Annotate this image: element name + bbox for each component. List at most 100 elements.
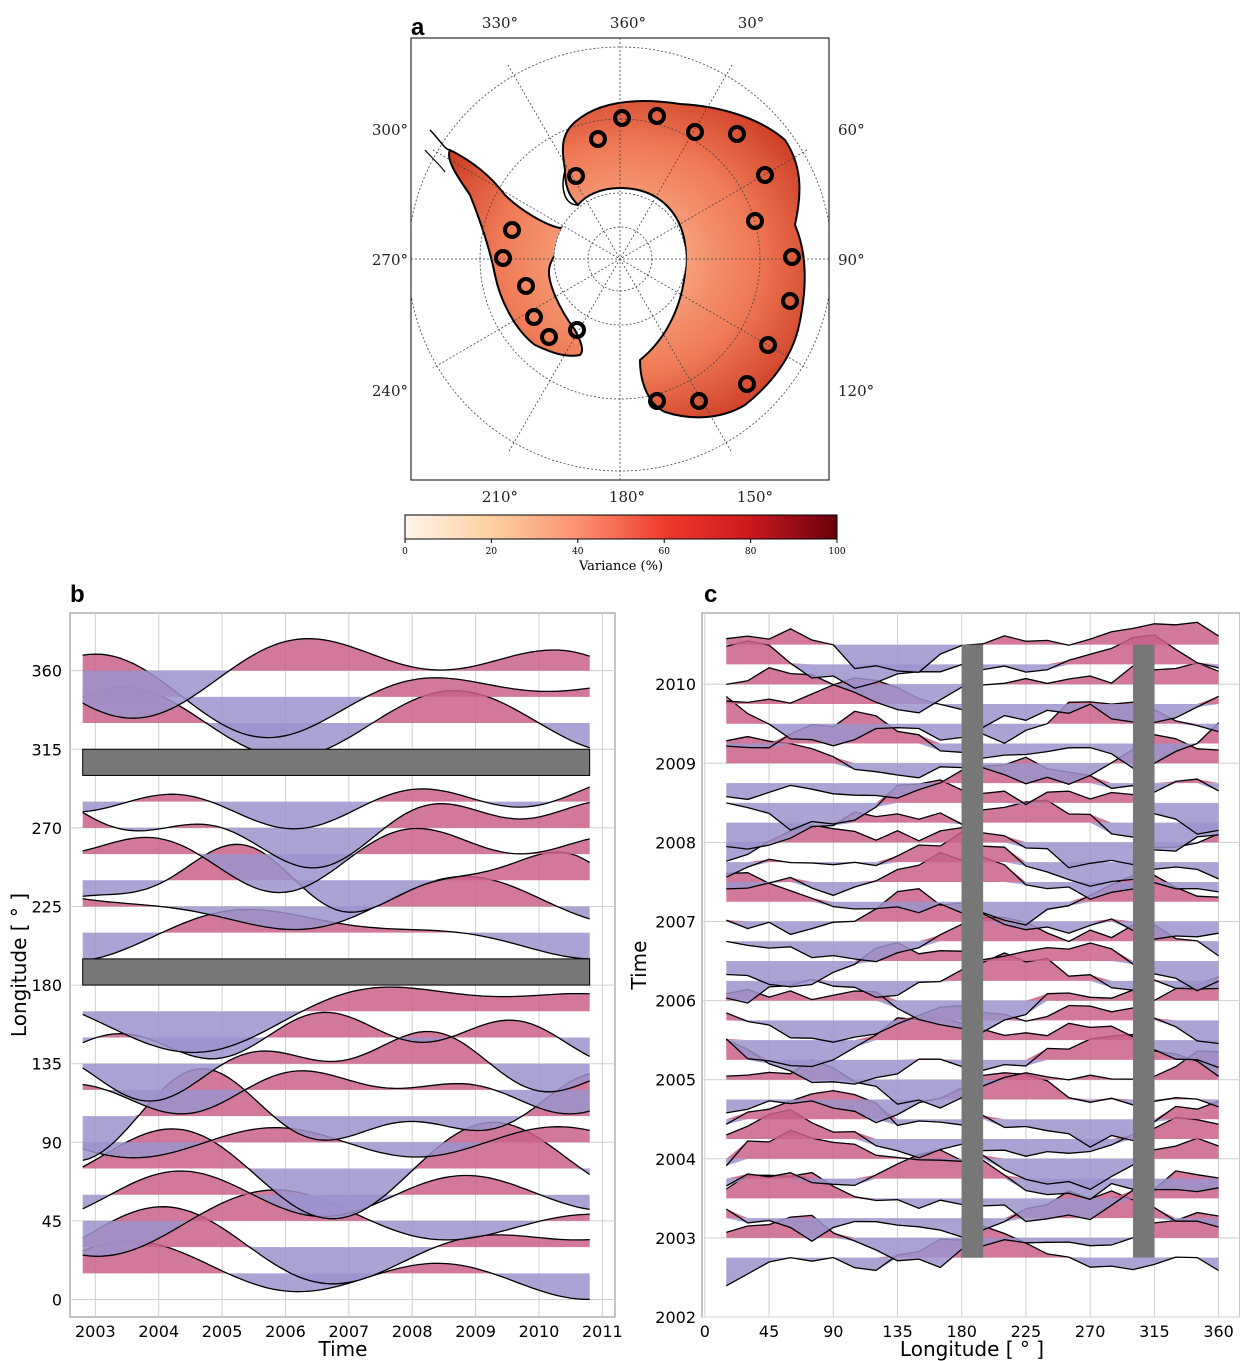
negative-anomaly-area [82,827,590,868]
negative-anomaly-area [726,1158,1219,1190]
negative-anomaly-area [726,822,1219,852]
tick-label-y: 315 [31,740,62,759]
tick-label-x: 2006 [265,1322,306,1341]
negative-anomaly-area [82,1220,590,1257]
tick-label-x: 2005 [202,1322,243,1341]
colorbar [404,514,838,540]
positive-anomaly-area [82,987,590,1012]
negative-anomaly-area [726,842,1219,868]
site-marker [613,109,631,127]
panel-b-letter: b [70,581,85,608]
lon-label-360: 360° [610,14,646,32]
negative-anomaly-area [82,932,590,961]
negative-anomaly-area [726,862,1219,887]
negative-anomaly-area [726,921,1219,940]
negative-anomaly-area [82,880,590,913]
tick-label-y: 2002 [655,1308,696,1327]
tick-label-y: 90 [42,1133,62,1152]
tick-label-x: 135 [882,1322,913,1341]
negative-anomaly-area [82,801,590,829]
tick-label-x: 270 [1075,1322,1106,1341]
positive-anomaly-area [82,1031,590,1064]
site-marker [525,308,543,326]
tick-label-x: 2011 [582,1322,623,1341]
lon-label-240: 240° [372,382,408,400]
anomaly-curve [82,1240,590,1301]
tick-label-x: 360 [1203,1322,1234,1341]
anomaly-curve [82,986,590,1054]
negative-anomaly-area [82,723,590,758]
tick-label-y: 135 [31,1055,62,1074]
data-gap-band [82,958,591,986]
tick-label-y: 45 [42,1212,62,1231]
site-marker [648,392,666,410]
negative-anomaly-area [726,1099,1219,1123]
tick-label-x: 2004 [138,1322,179,1341]
negative-anomaly-area [726,763,1219,785]
negative-anomaly-area [726,1119,1219,1148]
site-marker [756,166,774,184]
colorbar-tick-label: 20 [486,547,498,557]
colorbar-tick-label: 0 [402,547,408,557]
site-marker [746,212,764,230]
site-marker [781,292,799,310]
tick-label-y: 2003 [655,1229,696,1248]
colorbar-tick-label: 100 [828,547,845,557]
lon-label-210: 210° [482,488,518,506]
anomaly-curve [82,638,590,719]
data-gap-column [961,644,984,1258]
positive-anomaly-area [82,1122,590,1169]
negative-anomaly-area [726,802,1219,835]
tick-label-x: 2009 [455,1322,496,1341]
negative-anomaly-area [726,644,1219,673]
site-marker [686,123,704,141]
lon-label-90: 90° [838,251,865,269]
tick-label-x: 2010 [519,1322,560,1341]
negative-anomaly-area [82,1116,590,1161]
lon-label-180: 180° [609,488,645,506]
negative-anomaly-area [726,941,1219,962]
panel-c-letter: c [704,581,717,608]
negative-anomaly-area [726,1059,1219,1085]
site-marker [567,167,585,185]
tick-label-y: 225 [31,897,62,916]
anomaly-curve [82,843,591,913]
negative-anomaly-area [82,1063,590,1101]
positive-anomaly-area [726,622,1219,645]
positive-anomaly-area [726,662,1219,685]
panel-b-chart: b 2003 2004 2005 2006 2007 2008 2009 2010 2011 0 4… [7,581,623,1361]
site-marker [690,392,708,410]
anomaly-curve [82,786,590,830]
negative-anomaly-area [82,696,590,738]
tick-label-y: 180 [31,976,62,995]
site-marker [783,248,801,266]
anomaly-curve [82,875,590,931]
negative-anomaly-area [726,961,1219,991]
positive-anomaly-area [82,787,590,802]
positive-anomaly-area [82,876,590,907]
positive-anomaly-area [82,1070,590,1090]
tick-label-x: 45 [759,1322,779,1341]
tick-label-x: 2008 [392,1322,433,1341]
tick-label-x: 0 [700,1322,710,1341]
site-marker [568,321,586,339]
tick-label-y: 2006 [655,992,696,1011]
data-gap-band [82,748,591,776]
negative-anomaly-area [726,901,1219,925]
panel-a-letter: a [411,14,425,41]
tick-label-y: 2008 [655,833,696,852]
colorbar-label: Variance (%) [578,559,663,574]
negative-anomaly-area [82,670,590,719]
positive-anomaly-area [726,1170,1219,1199]
site-marker [494,249,512,267]
tick-label-y: 0 [52,1291,62,1310]
positive-anomaly-area [726,696,1219,724]
negative-anomaly-area [82,906,590,930]
lon-label-330: 330° [482,14,518,32]
positive-anomaly-area [82,1012,590,1038]
negative-anomaly-area [82,1011,590,1053]
site-marker [738,375,756,393]
positive-anomaly-area [82,654,590,697]
tick-label-x: 225 [1011,1322,1042,1341]
